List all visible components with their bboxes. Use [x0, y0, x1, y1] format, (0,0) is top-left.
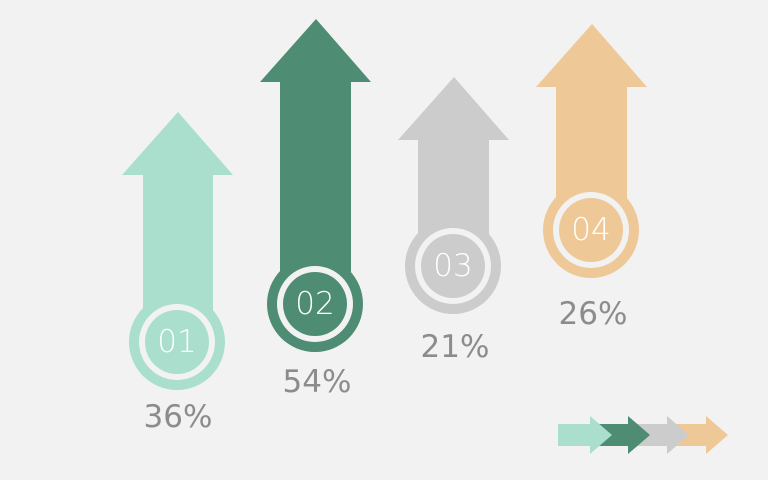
chevron-arrow-icon-2 — [598, 416, 650, 454]
badge-01-number: 01 — [157, 324, 196, 360]
chevron-strip — [558, 416, 728, 454]
arrow-01-shape — [122, 112, 233, 310]
arrow-04-shape — [536, 24, 647, 198]
arrow-item-04: 04 26% — [536, 24, 647, 332]
badge-04-inner — [559, 198, 623, 262]
chevron-arrow-icon-4 — [676, 416, 728, 454]
percent-02-label: 54% — [283, 364, 352, 400]
arrow-02-shape — [260, 19, 371, 272]
chevron-arrow-icon-1 — [558, 416, 612, 454]
badge-02-number: 02 — [295, 286, 334, 322]
badge-02-inner — [283, 272, 347, 336]
badge-03-inner — [421, 234, 485, 298]
arrow-item-01: 01 36% — [122, 112, 233, 435]
percent-04-label: 26% — [559, 296, 628, 332]
arrow-item-03: 03 21% — [398, 77, 509, 365]
badge-03-number: 03 — [433, 248, 472, 284]
arrow-item-02: 02 54% — [260, 19, 371, 400]
arrow-03-shape — [398, 77, 509, 235]
badge-01-inner — [145, 310, 209, 374]
badge-04-number: 04 — [571, 212, 610, 248]
chevron-arrow-icon-3 — [637, 416, 689, 454]
percent-03-label: 21% — [421, 329, 490, 365]
percent-01-label: 36% — [144, 399, 213, 435]
